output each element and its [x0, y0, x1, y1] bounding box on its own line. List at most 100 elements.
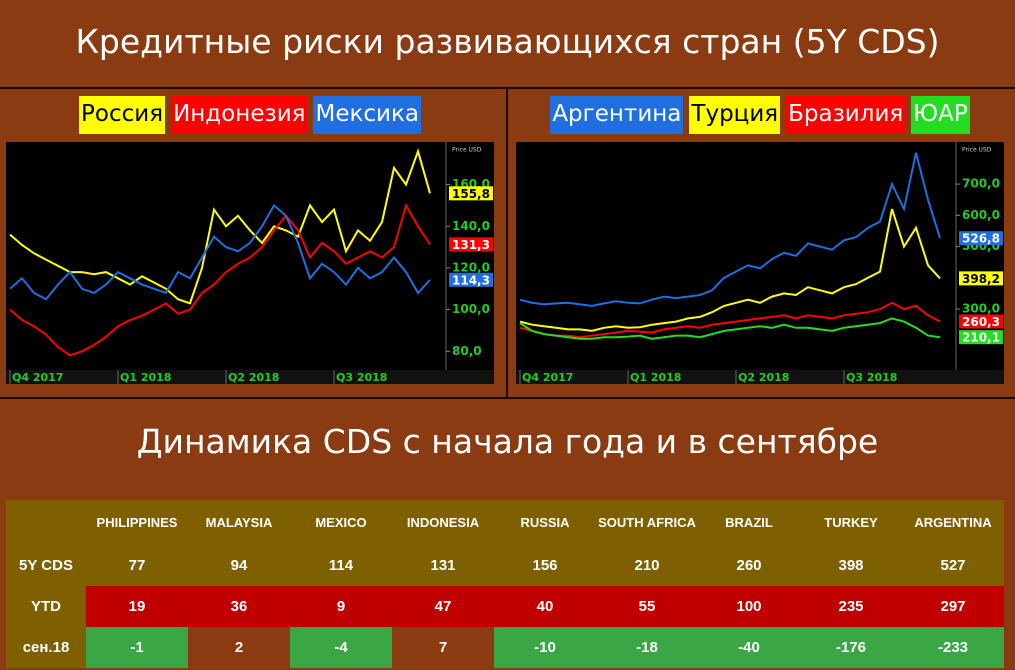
y-tick-label: 700,0 [962, 177, 1000, 191]
table-cell: 398 [800, 545, 902, 586]
column-header: MEXICO [290, 500, 392, 545]
table-cell: 100 [698, 586, 800, 627]
y-tick-label: 100,0 [452, 302, 490, 316]
table-cell: -10 [494, 627, 596, 668]
column-header: BRAZIL [698, 500, 800, 545]
y-tick-label: 600,0 [962, 208, 1000, 222]
table-cell: 260 [698, 545, 800, 586]
last-value-box [959, 314, 1003, 329]
legend-entry: Россия [79, 96, 166, 134]
y-tick-label: 120,0 [452, 260, 490, 274]
y-axis-label: Price USD [452, 147, 482, 154]
series-line [519, 208, 941, 332]
last-value-box [449, 186, 493, 201]
last-value-label: 526,8 [962, 232, 1000, 246]
series-line [9, 203, 431, 301]
table-cell: 156 [494, 545, 596, 586]
table-cell: 527 [902, 545, 1004, 586]
table-cell: -1 [86, 627, 188, 668]
column-header: RUSSIA [494, 500, 596, 545]
legend-entry: Бразилия [786, 96, 906, 134]
table-cell: 131 [392, 545, 494, 586]
chart: Q4 2017 Q1 2018 Q2 2018 Q3 2018 Price USD 300… [516, 142, 1004, 384]
legend-entry: Аргентина [550, 96, 684, 134]
column-header: TURKEY [800, 500, 902, 545]
x-tick-label: Q4 2017 [522, 371, 573, 384]
column-header: SOUTH AFRICA [596, 500, 698, 545]
last-value-label: 260,3 [962, 315, 1000, 329]
y-axis-label: Price USD [962, 147, 992, 154]
table-row: YTD 19 36 9 47 40 55 100 235 297 [6, 586, 1004, 627]
x-axis-band [6, 370, 494, 384]
last-value-label: 398,2 [962, 272, 1000, 286]
y-tick-label: 300,0 [962, 302, 1000, 316]
x-tick-label: Q3 2018 [336, 371, 387, 384]
table-cell: 235 [800, 586, 902, 627]
legend-entry: Турция [689, 96, 781, 134]
last-value-box [959, 231, 1003, 246]
table-cell: 40 [494, 586, 596, 627]
table-cell: -40 [698, 627, 800, 668]
legend-entry: Мексика [313, 96, 421, 134]
table-cell: -4 [290, 627, 392, 668]
section-title: Динамика CDS с начала года и в сентябре [136, 422, 879, 461]
table-row: сен.18 -1 2 -4 7 -10 -18 -40 -176 -233 [6, 627, 1004, 668]
last-value-label: 131,3 [452, 238, 490, 252]
page-title: Кредитные риски развивающихся стран (5Y … [75, 22, 940, 61]
column-header: PHILIPPINES [86, 500, 188, 545]
table-cell: 77 [86, 545, 188, 586]
series-line [519, 317, 941, 340]
last-value-box [449, 272, 493, 287]
legend-entry: ЮАР [911, 96, 970, 134]
series-line [519, 301, 941, 339]
series-line [9, 202, 431, 357]
series-line [519, 152, 941, 307]
y-tick-label: 140,0 [452, 219, 490, 233]
last-value-box [449, 237, 493, 252]
last-value-label: 155,8 [452, 187, 490, 201]
last-value-box [959, 271, 1003, 286]
divider [0, 397, 1015, 399]
table-cell: 19 [86, 586, 188, 627]
table-row: 5Y CDS 77 94 114 131 156 210 260 398 527 [6, 545, 1004, 586]
row-label: 5Y CDS [6, 545, 86, 586]
divider [506, 88, 508, 398]
x-tick-label: Q1 2018 [120, 371, 171, 384]
cds-table: PHILIPPINES MALAYSIA MEXICO INDONESIA RUSSIA… [6, 500, 1004, 668]
table-head: PHILIPPINES MALAYSIA MEXICO INDONESIA RUSSIA… [6, 500, 1004, 545]
x-tick-label: Q4 2017 [12, 371, 63, 384]
x-tick-label: Q1 2018 [630, 371, 681, 384]
table-cell: 297 [902, 586, 1004, 627]
row-label: сен.18 [6, 627, 86, 668]
chart: Q4 2017 Q1 2018 Q2 2018 Q3 2018 Price USD 80,… [6, 142, 494, 384]
table-cell: 210 [596, 545, 698, 586]
table-cell: 47 [392, 586, 494, 627]
table-body: 5Y CDS 77 94 114 131 156 210 260 398 527 YTD 19 36 9 4… [6, 545, 1004, 668]
legend: Россия Индонезия Мексика [6, 96, 494, 134]
column-header: MALAYSIA [188, 500, 290, 545]
last-value-box [959, 330, 1003, 345]
table-cell: 7 [392, 627, 494, 668]
table-cell: 36 [188, 586, 290, 627]
last-value-label: 210,1 [962, 331, 1000, 345]
table-cell: -18 [596, 627, 698, 668]
x-axis-band [516, 370, 1004, 384]
table-cell: 9 [290, 586, 392, 627]
column-header: ARGENTINA [902, 500, 1004, 545]
x-tick-label: Q3 2018 [846, 371, 897, 384]
series-line [9, 148, 431, 305]
column-header: INDONESIA [392, 500, 494, 545]
x-tick-label: Q2 2018 [228, 371, 279, 384]
legend-entry: Индонезия [171, 96, 308, 134]
table-cell: 2 [188, 627, 290, 668]
corner-cell [6, 500, 86, 545]
x-tick-label: Q2 2018 [738, 371, 789, 384]
row-label: YTD [6, 586, 86, 627]
table-cell: 94 [188, 545, 290, 586]
table-cell: 114 [290, 545, 392, 586]
legend: Аргентина Турция Бразилия ЮАР [516, 96, 1004, 134]
table-cell: -233 [902, 627, 1004, 668]
header-row: PHILIPPINES MALAYSIA MEXICO INDONESIA RUSSIA… [6, 500, 1004, 545]
table-cell: -176 [800, 627, 902, 668]
